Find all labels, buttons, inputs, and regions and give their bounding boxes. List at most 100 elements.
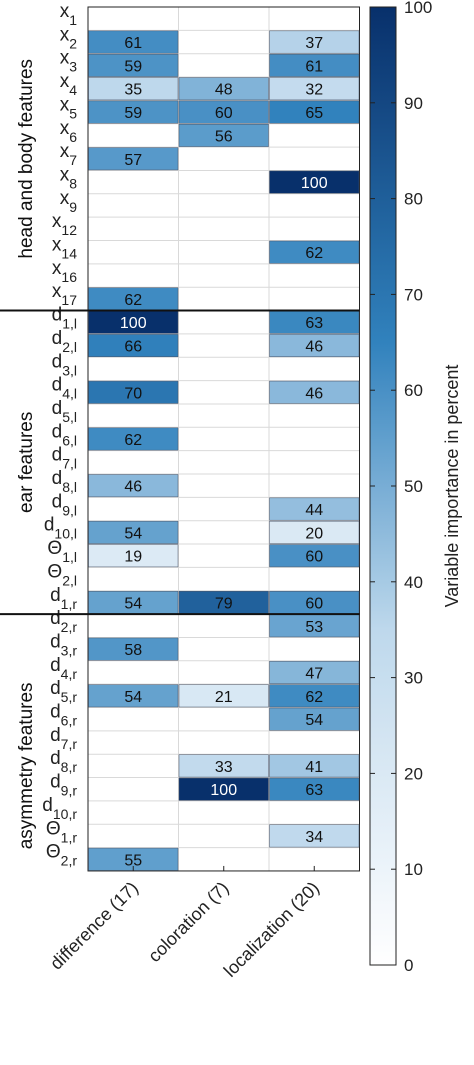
cell-value-label: 62 bbox=[305, 689, 323, 706]
colorbar-tick-label: 0 bbox=[404, 956, 413, 975]
heatmap-cell bbox=[269, 661, 360, 684]
heatmap-cell bbox=[269, 684, 360, 708]
group-labels: head and body features ear features asymme… bbox=[0, 59, 360, 849]
colorbar-tick-label: 30 bbox=[404, 669, 423, 688]
column-label: coloration (7) bbox=[144, 878, 232, 966]
row-label: d3,r bbox=[50, 631, 77, 658]
row-label: d3,l bbox=[52, 351, 77, 378]
row-label: x8 bbox=[60, 164, 78, 191]
heatmap-cell bbox=[88, 334, 179, 357]
cell-value-label: 54 bbox=[305, 712, 323, 729]
row-label: x6 bbox=[60, 118, 78, 145]
heatmap-cell bbox=[269, 53, 360, 77]
cell-value-label: 100 bbox=[301, 175, 328, 192]
colorbar-tick-label: 80 bbox=[404, 190, 423, 209]
heatmap-cell bbox=[88, 637, 179, 661]
cell-value-label: 54 bbox=[124, 595, 142, 612]
column-label: difference (17) bbox=[46, 878, 142, 974]
cell-value-label: 59 bbox=[124, 58, 142, 75]
cell-value-label: 65 bbox=[305, 105, 323, 122]
cell-value-label: 19 bbox=[124, 549, 142, 566]
heatmap-cell bbox=[88, 544, 179, 568]
row-label: x3 bbox=[60, 48, 78, 75]
cell-value-label: 55 bbox=[124, 852, 142, 869]
heatmap-cell bbox=[269, 100, 360, 124]
cell-value-label: 44 bbox=[305, 502, 323, 519]
group-label: asymmetry features bbox=[16, 682, 37, 849]
heatmap-cell bbox=[269, 77, 360, 101]
row-label: d8,r bbox=[50, 748, 77, 775]
row-label: d6,r bbox=[50, 702, 77, 729]
cell-value-label: 70 bbox=[124, 385, 142, 402]
row-label: Θ1,l bbox=[47, 538, 77, 565]
row-label: Θ2,r bbox=[46, 842, 77, 869]
cell-value-label: 54 bbox=[124, 689, 142, 706]
row-label: d2,l bbox=[52, 328, 77, 355]
cell-layer: 61 37 59 61 35 48 32 59 60 65 56 57 100 62 62 100 63 66 46… bbox=[88, 30, 360, 871]
column-label: localization (20) bbox=[220, 878, 323, 981]
row-label: d1,l bbox=[52, 305, 77, 332]
cell-value-label: 46 bbox=[124, 479, 142, 496]
heatmap-cell bbox=[88, 380, 179, 404]
row-label: x16 bbox=[52, 258, 77, 285]
cell-value-label: 60 bbox=[215, 105, 233, 122]
colorbar-tick-label: 70 bbox=[404, 285, 423, 304]
heatmap-cell bbox=[88, 684, 179, 708]
row-label: d9,l bbox=[52, 491, 77, 518]
group-label: head and body features bbox=[16, 59, 37, 259]
cell-value-label: 37 bbox=[305, 35, 323, 52]
cell-value-label: 100 bbox=[120, 315, 147, 332]
cell-value-label: 46 bbox=[305, 339, 323, 356]
cell-value-label: 59 bbox=[124, 105, 142, 122]
cell-value-label: 63 bbox=[305, 782, 323, 799]
cell-value-label: 60 bbox=[305, 595, 323, 612]
row-label: d10,r bbox=[42, 795, 77, 822]
colorbar-tick-label: 10 bbox=[404, 860, 423, 879]
colorbar-tick-label: 100 bbox=[404, 0, 432, 17]
row-label: d7,r bbox=[50, 725, 77, 752]
row-label: d4,r bbox=[50, 655, 77, 682]
cell-value-label: 21 bbox=[215, 689, 233, 706]
row-label: d8,l bbox=[52, 468, 77, 495]
cell-value-label: 41 bbox=[305, 759, 323, 776]
cell-value-label: 53 bbox=[305, 619, 323, 636]
cell-value-label: 63 bbox=[305, 315, 323, 332]
cell-value-label: 34 bbox=[305, 829, 323, 846]
heatmap-cell bbox=[88, 77, 179, 101]
heatmap-cell bbox=[178, 684, 269, 708]
row-label: x4 bbox=[60, 71, 78, 98]
row-label: x2 bbox=[60, 24, 78, 51]
colorbar-tick-label: 20 bbox=[404, 764, 423, 783]
heatmap-cell bbox=[88, 100, 179, 124]
cell-value-label: 100 bbox=[210, 782, 237, 799]
row-label: d6,l bbox=[52, 421, 77, 448]
heatmap-cell bbox=[269, 824, 360, 848]
row-label: d4,l bbox=[52, 375, 77, 402]
cell-value-label: 54 bbox=[124, 525, 142, 542]
heatmap-cell bbox=[88, 520, 179, 544]
heatmap-cell bbox=[269, 777, 360, 801]
row-label: x9 bbox=[60, 188, 78, 215]
heatmap-cell bbox=[269, 334, 360, 357]
heatmap-cell bbox=[88, 427, 179, 451]
heatmap-cell bbox=[269, 170, 360, 194]
heatmap-cell bbox=[269, 707, 360, 731]
cell-value-label: 79 bbox=[215, 595, 233, 612]
colorbar: 0 10 20 30 40 50 60 70 80 90 100 Variable importanc… bbox=[369, 0, 462, 975]
heatmap-cell bbox=[269, 754, 360, 778]
cell-value-label: 61 bbox=[305, 58, 323, 75]
cell-value-label: 61 bbox=[124, 35, 142, 52]
cell-value-label: 62 bbox=[124, 432, 142, 449]
row-label: d1,r bbox=[50, 585, 77, 612]
cell-value-label: 35 bbox=[124, 82, 142, 99]
row-label: d5,l bbox=[52, 398, 77, 425]
heatmap-cell bbox=[269, 520, 360, 544]
cell-value-label: 58 bbox=[124, 642, 142, 659]
heatmap-cell bbox=[178, 124, 269, 147]
cell-value-label: 48 bbox=[215, 82, 233, 99]
cell-value-label: 62 bbox=[124, 292, 142, 309]
cell-value-label: 32 bbox=[305, 82, 323, 99]
cell-value-label: 56 bbox=[215, 128, 233, 145]
colorbar-tick-label: 60 bbox=[404, 381, 423, 400]
row-label: d5,r bbox=[50, 678, 77, 705]
